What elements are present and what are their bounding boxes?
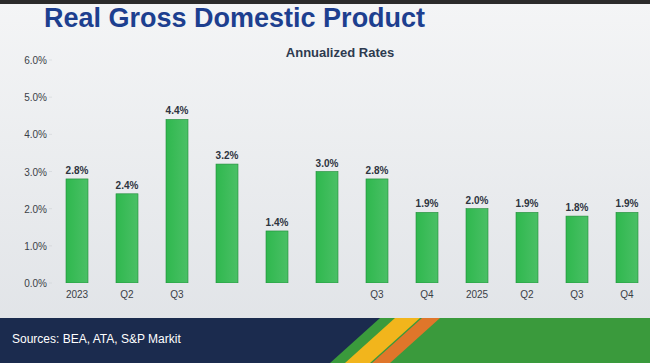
labels: 2.8% 2.4% 4.4% 3.2% 1.4% 3.0% 2.8% 1.9% 2.0% 1.9%…	[66, 105, 639, 227]
data-label: 2.8%	[66, 165, 89, 176]
x-tick-label: Q3	[570, 289, 584, 300]
y-axis: 0.0% 1.0% 2.0% 3.0% 4.0% 5.0% 6.0%	[24, 55, 52, 289]
bars	[66, 119, 638, 283]
data-label: 1.4%	[266, 217, 289, 228]
chart: Real Gross Domestic Product Annualized Ra…	[0, 0, 650, 363]
footer-band	[0, 318, 650, 363]
data-label: 1.9%	[416, 198, 439, 209]
data-label: 2.4%	[116, 180, 139, 191]
y-tick-label: 0.0%	[24, 278, 47, 289]
bar	[466, 209, 488, 283]
y-tick	[49, 245, 52, 246]
bar	[616, 212, 638, 283]
y-tick	[49, 97, 52, 98]
x-tick-label: 2023	[66, 289, 89, 300]
data-label: 1.8%	[566, 202, 589, 213]
footer-stripe	[330, 318, 650, 363]
bar	[216, 164, 238, 283]
y-tick	[49, 171, 52, 172]
y-tick	[49, 60, 52, 61]
x-tick-label: Q3	[170, 289, 184, 300]
title: Real Gross Domestic Product	[44, 3, 425, 33]
x-tick-label: Q4	[420, 289, 434, 300]
data-label: 3.2%	[216, 150, 239, 161]
bar	[66, 179, 88, 283]
bar	[266, 231, 288, 283]
y-tick	[49, 134, 52, 135]
y-tick-label: 5.0%	[24, 92, 47, 103]
bar	[566, 216, 588, 283]
data-label: 2.0%	[466, 195, 489, 206]
bar	[116, 194, 138, 283]
data-label: 4.4%	[166, 105, 189, 116]
x-tick-label: Q4	[620, 289, 634, 300]
y-tick-label: 4.0%	[24, 129, 47, 140]
y-tick-label: 3.0%	[24, 167, 47, 178]
subtitle: Annualized Rates	[286, 45, 394, 60]
bar	[416, 212, 438, 283]
x-axis: 2023 Q2 Q3 Q3 Q4 2025 Q2 Q3 Q4	[66, 289, 634, 300]
y-tick-label: 6.0%	[24, 55, 47, 66]
y-tick-label: 2.0%	[24, 204, 47, 215]
bar	[516, 212, 538, 283]
x-tick-label: Q2	[520, 289, 534, 300]
data-label: 2.8%	[366, 165, 389, 176]
x-tick-label: Q3	[370, 289, 384, 300]
data-label: 1.9%	[616, 198, 639, 209]
data-label: 1.9%	[516, 198, 539, 209]
x-tick-label: 2025	[466, 289, 489, 300]
y-tick	[49, 208, 52, 209]
background	[0, 0, 650, 363]
data-label: 3.0%	[316, 158, 339, 169]
y-tick	[49, 283, 52, 284]
x-tick-label: Q2	[120, 289, 134, 300]
footer-stripe	[372, 318, 440, 363]
bar	[366, 179, 388, 283]
source: Sources: BEA, ATA, S&P Markit	[12, 332, 181, 346]
bar	[316, 172, 338, 284]
bar	[166, 119, 188, 283]
y-tick-label: 1.0%	[24, 241, 47, 252]
